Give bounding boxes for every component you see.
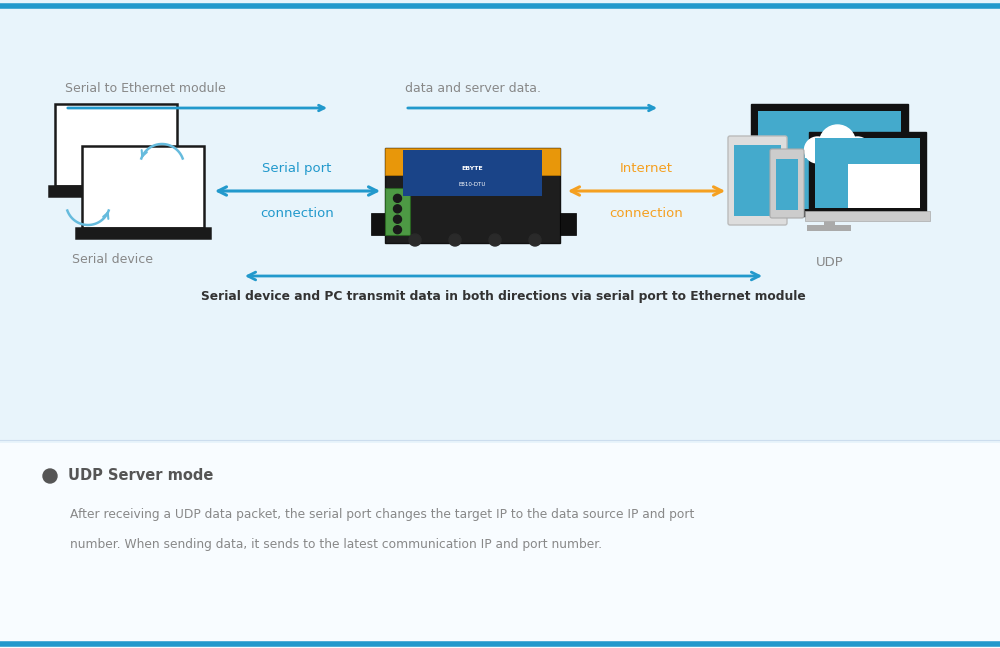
FancyBboxPatch shape — [815, 138, 920, 208]
Circle shape — [43, 469, 57, 483]
Text: connection: connection — [260, 207, 334, 220]
FancyBboxPatch shape — [385, 148, 560, 174]
FancyBboxPatch shape — [805, 211, 930, 221]
FancyBboxPatch shape — [809, 132, 926, 214]
FancyBboxPatch shape — [824, 213, 835, 227]
FancyBboxPatch shape — [734, 145, 781, 216]
Text: number. When sending data, it sends to the latest communication IP and port numb: number. When sending data, it sends to t… — [70, 538, 602, 551]
Text: connection: connection — [609, 207, 683, 220]
FancyBboxPatch shape — [804, 145, 870, 158]
FancyBboxPatch shape — [403, 150, 542, 196]
Text: monitoring port: monitoring port — [65, 121, 163, 134]
FancyBboxPatch shape — [848, 164, 920, 208]
FancyBboxPatch shape — [560, 213, 576, 235]
FancyBboxPatch shape — [385, 148, 560, 243]
Text: UDP: UDP — [816, 256, 844, 269]
FancyBboxPatch shape — [770, 149, 804, 218]
FancyBboxPatch shape — [76, 228, 210, 238]
FancyBboxPatch shape — [751, 104, 908, 216]
FancyBboxPatch shape — [776, 159, 798, 210]
FancyBboxPatch shape — [385, 188, 410, 235]
Circle shape — [394, 205, 402, 213]
Text: After receiving a UDP data packet, the serial port changes the target IP to the : After receiving a UDP data packet, the s… — [70, 508, 694, 521]
FancyBboxPatch shape — [728, 136, 787, 225]
Text: Serial device: Serial device — [72, 253, 152, 266]
Text: data and server data.: data and server data. — [405, 82, 541, 95]
Text: Serial to Ethernet module: Serial to Ethernet module — [65, 82, 226, 95]
FancyBboxPatch shape — [0, 443, 1000, 648]
FancyBboxPatch shape — [49, 186, 183, 196]
Circle shape — [529, 234, 541, 246]
FancyBboxPatch shape — [371, 213, 387, 235]
Circle shape — [449, 234, 461, 246]
Text: Serial port: Serial port — [262, 162, 332, 175]
FancyBboxPatch shape — [758, 111, 901, 209]
FancyBboxPatch shape — [82, 146, 204, 228]
Circle shape — [820, 125, 856, 161]
Circle shape — [394, 215, 402, 224]
Circle shape — [394, 194, 402, 202]
Text: UDP Server mode: UDP Server mode — [68, 469, 213, 483]
Circle shape — [489, 234, 501, 246]
FancyBboxPatch shape — [807, 225, 851, 231]
FancyBboxPatch shape — [55, 104, 177, 186]
Circle shape — [394, 226, 402, 234]
Text: Serial device and PC transmit data in both directions via serial port to Etherne: Serial device and PC transmit data in bo… — [201, 290, 805, 303]
Text: E810-DTU: E810-DTU — [459, 181, 486, 187]
Circle shape — [409, 234, 421, 246]
Circle shape — [844, 137, 870, 163]
Text: EBYTE: EBYTE — [462, 167, 483, 172]
Text: Internet: Internet — [620, 162, 672, 175]
Circle shape — [804, 137, 831, 163]
